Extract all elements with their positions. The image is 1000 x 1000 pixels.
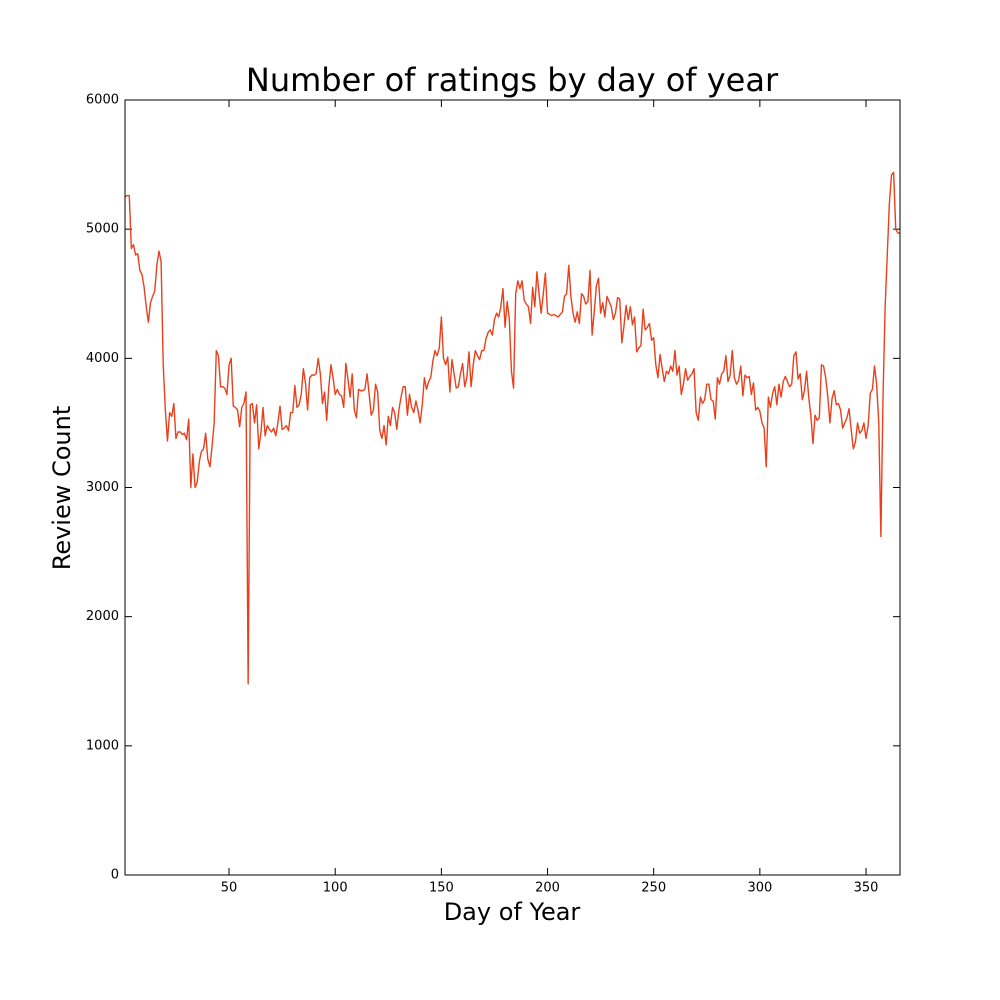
y-tick-label: 6000 <box>86 93 119 108</box>
x-tick-label: 300 <box>747 881 772 896</box>
y-tick-label: 3000 <box>86 480 119 495</box>
y-tick-label: 2000 <box>86 609 119 624</box>
y-tick-label: 5000 <box>86 222 119 237</box>
x-tick-label: 350 <box>854 881 879 896</box>
y-tick-label: 1000 <box>86 738 119 753</box>
y-tick-label: 0 <box>111 868 119 883</box>
x-tick-label: 100 <box>323 881 348 896</box>
plot-frame <box>124 99 901 876</box>
x-tick-label: 200 <box>535 881 560 896</box>
y-tick-label: 4000 <box>86 351 119 366</box>
x-tick-label: 50 <box>221 881 238 896</box>
y-axis-label: Review Count <box>48 406 76 571</box>
x-axis-label: Day of Year <box>444 898 581 926</box>
x-tick-label: 250 <box>641 881 666 896</box>
data-line <box>125 171 900 685</box>
chart-title: Number of ratings by day of year <box>246 61 779 99</box>
x-tick-label: 150 <box>429 881 454 896</box>
